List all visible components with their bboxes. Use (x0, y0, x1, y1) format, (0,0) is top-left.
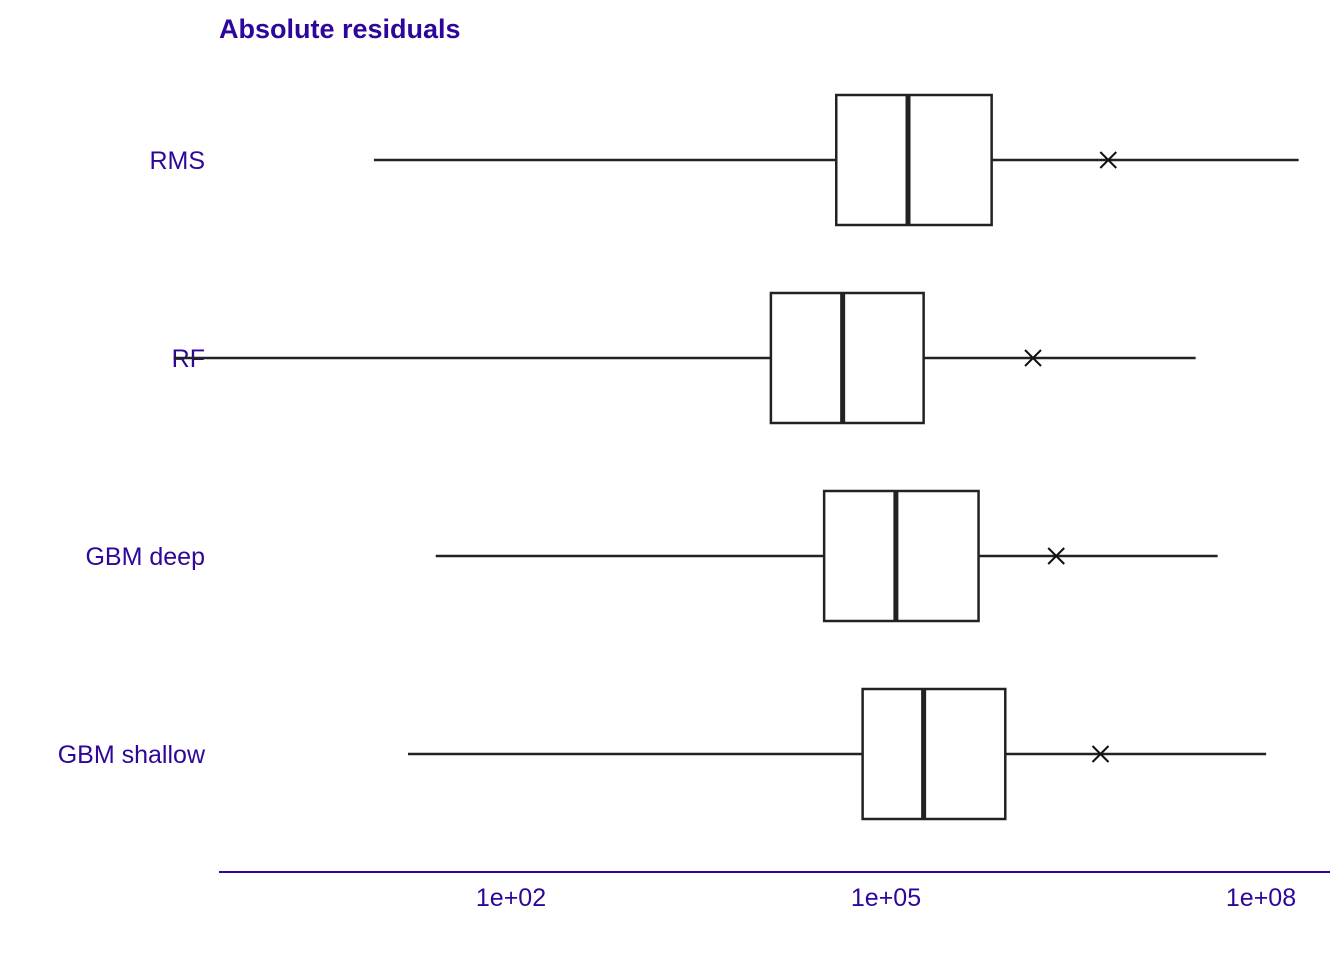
box-gbm-deep (822, 489, 980, 623)
mark-rf (1024, 349, 1042, 367)
box-gbm-shallow (861, 687, 1007, 821)
box-group-gbm-shallow: GBM shallow (58, 687, 1267, 821)
box-group-rf: RF (172, 291, 1196, 425)
x-tick-label-1: 1e+05 (851, 884, 921, 912)
category-label-gbm-deep: GBM deep (85, 543, 205, 571)
mark-rms (1099, 151, 1117, 169)
x-tick-label-0: 1e+02 (476, 884, 546, 912)
mark-gbm-deep (1047, 547, 1065, 565)
mark-gbm-shallow (1091, 745, 1110, 763)
x-tick-label-2: 1e+08 (1226, 884, 1296, 912)
category-label-gbm-shallow: GBM shallow (58, 741, 206, 769)
box-group-gbm-deep: GBM deep (85, 489, 1218, 623)
x-axis: 1e+02 1e+05 1e+08 (219, 871, 1330, 912)
chart-title: Absolute residuals (219, 14, 461, 44)
category-label-rms: RMS (149, 147, 205, 175)
box-group-rms: RMS (149, 93, 1299, 227)
box-rms (835, 93, 993, 227)
boxes-layer: RMS RF GBM deep GBM shallow (58, 93, 1299, 821)
box-rf (769, 291, 925, 425)
